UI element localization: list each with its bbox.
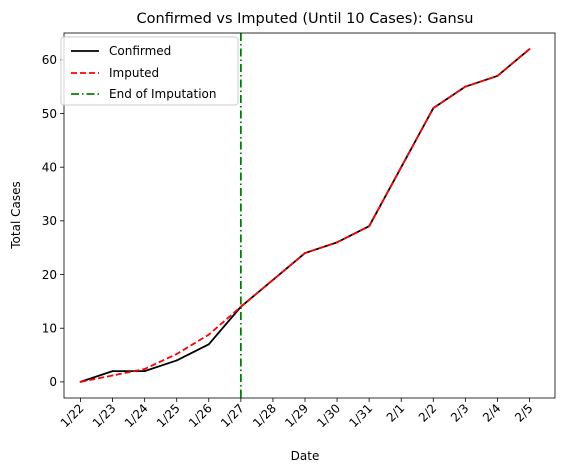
y-tick-label: 40 (42, 160, 57, 174)
data-point-imputed (304, 252, 306, 254)
data-point-imputed (207, 333, 210, 336)
y-tick-label: 60 (42, 53, 57, 67)
legend-label-imputed: Imputed (109, 66, 159, 80)
data-point-imputed (400, 166, 403, 169)
legend: Confirmed Imputed End of Imputation (60, 36, 239, 106)
data-point-imputed (239, 305, 242, 308)
data-point-confirmed (207, 343, 210, 346)
y-tick-label: 20 (42, 268, 57, 282)
y-tick-label: 30 (42, 214, 57, 228)
chart-title: Confirmed vs Imputed (Until 10 Cases): G… (137, 11, 474, 27)
data-point-imputed (432, 107, 435, 110)
legend-label-confirmed: Confirmed (109, 44, 171, 58)
y-tick-label: 50 (42, 107, 57, 121)
y-tick-label: 10 (42, 322, 57, 336)
data-point-confirmed (175, 359, 178, 362)
data-point-confirmed (143, 370, 146, 373)
y-axis: 0 10 20 30 40 50 60 (42, 53, 64, 389)
data-point-confirmed (111, 370, 114, 373)
data-point-imputed (336, 241, 338, 244)
plot-area (79, 33, 531, 398)
data-point-imputed (111, 374, 114, 377)
data-point-imputed (79, 381, 82, 383)
y-axis-label: Total Cases (9, 181, 23, 249)
data-point-imputed (496, 75, 499, 77)
data-point-imputed (272, 279, 274, 281)
data-point-imputed (528, 48, 531, 50)
legend-box (60, 36, 239, 106)
data-point-imputed (143, 368, 146, 370)
data-point-imputed (368, 225, 371, 228)
data-point-imputed (175, 353, 178, 355)
legend-label-end-of-imputation: End of Imputation (109, 87, 217, 101)
data-point-imputed (464, 85, 467, 88)
axes-frame (63, 32, 556, 399)
y-tick-label: 0 (49, 375, 57, 389)
x-axis-label: Date (291, 449, 320, 463)
